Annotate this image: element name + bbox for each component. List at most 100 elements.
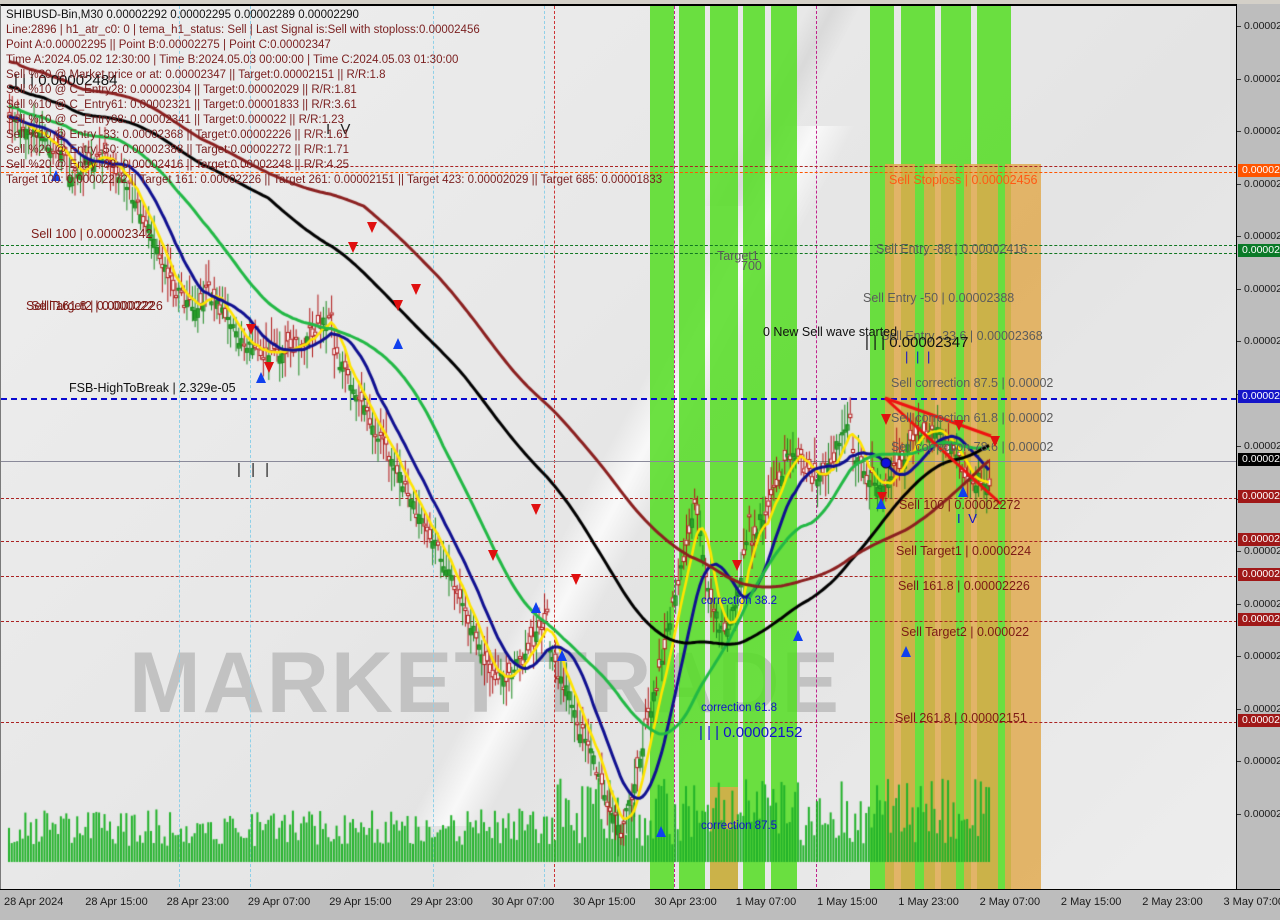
- symbol-info-readout: SHIBUSD-Bin,M30 0.00002292 0.00002295 0.…: [6, 8, 1206, 188]
- price-marker: 0.000022: [1238, 613, 1280, 626]
- price-tick: 0.00002450: [1237, 178, 1280, 191]
- price-marker: 0.00002416: [1238, 244, 1280, 257]
- label-price-tag-2152: | | | 0.00002152: [699, 724, 803, 741]
- label-sell-target2-left: Sell Target2 | 0.000022: [26, 299, 155, 313]
- readout-line-6: Sell %10 @ C_Entry28: 0.00002304 || Targ…: [6, 84, 357, 96]
- time-tick: 28 Apr 2024: [4, 896, 64, 908]
- label-sell-target2: Sell Target2 | 0.000022: [901, 625, 1030, 639]
- label-sell-2618: Sell 261.8 | 0.00002151: [895, 711, 1027, 725]
- buy-arrow-icon: [901, 646, 911, 657]
- price-tick: 0.00002510: [1237, 73, 1280, 86]
- price-tick: 0.00002360: [1237, 335, 1280, 348]
- buy-arrow-icon: [51, 170, 61, 181]
- time-tick: 2 May 23:00: [1142, 896, 1203, 908]
- time-tick: 29 Apr 07:00: [247, 896, 311, 908]
- sell-arrow-icon: [881, 414, 891, 425]
- readout-line-5: Sell %20 @ Market price or at: 0.0000234…: [6, 69, 386, 81]
- label-price-tag-2347: | | | 0.00002347: [865, 334, 969, 351]
- time-tick: 28 Apr 15:00: [85, 896, 148, 908]
- chart-plot-area[interactable]: MARKET TRADE: [0, 4, 1237, 892]
- label-sell-stoploss: Sell Stoploss | 0.00002456: [889, 173, 1038, 187]
- readout-line-1: SHIBUSD-Bin,M30 0.00002292 0.00002295 0.…: [6, 9, 359, 21]
- price-tick: 0.00002390: [1237, 283, 1280, 296]
- label-new-sell-wave: 0 New Sell wave started: [763, 325, 898, 339]
- sell-arrow-icon: [954, 420, 964, 431]
- buy-arrow-icon: [958, 486, 968, 497]
- wave-marker-iii-right: | | |: [905, 349, 933, 364]
- label-sell-entry-50: Sell Entry -50 | 0.00002388: [863, 291, 1015, 305]
- price-tick: 0.00002090: [1237, 808, 1280, 821]
- time-tick: 1 May 07:00: [735, 896, 797, 908]
- readout-line-2: Line:2896 | h1_atr_c0: 0 | tema_h1_statu…: [6, 24, 480, 36]
- readout-line-12: Target 100: 0.00002272 || Target 161: 0.…: [6, 174, 663, 186]
- label-sell-100: Sell 100 | 0.00002272: [899, 498, 1021, 512]
- buy-arrow-icon: [256, 372, 266, 383]
- readout-line-11: Sell %20 @ Entry -88: 0.00002416 || Targ…: [6, 159, 350, 171]
- label-target-700: 700: [741, 259, 762, 273]
- label-fsb-hightobreak: FSB-HighToBreak | 2.329e-05: [69, 381, 236, 395]
- time-axis[interactable]: 28 Apr 2024 28 Apr 15:00 28 Apr 23:00 29 Ap…: [0, 889, 1280, 920]
- readout-line-8: Sell %10 @ C_Entry88: 0.00002341 || Targ…: [6, 114, 344, 126]
- label-sell-correction-875: Sell correction 87.5 | 0.00002: [891, 376, 1054, 390]
- time-tick: 29 Apr 15:00: [329, 896, 392, 908]
- label-sell-1618: Sell 161.8 | 0.00002226: [898, 579, 1030, 593]
- time-tick: 29 Apr 23:00: [410, 896, 473, 908]
- sell-arrow-icon: [488, 550, 498, 561]
- wave-marker-iv-top: I V: [326, 121, 354, 138]
- time-tick: 30 Apr 07:00: [491, 896, 555, 908]
- price-tick: 0.00002210: [1237, 598, 1280, 611]
- price-tick: 0.00002420: [1237, 230, 1280, 243]
- price-marker: 0.00002272: [1238, 490, 1280, 503]
- price-axis[interactable]: 0.00002540 0.00002510 0.00002480 0.00002450…: [1236, 4, 1280, 890]
- wave-marker-iii-mid: | | |: [237, 461, 273, 478]
- sell-arrow-icon: [571, 574, 581, 585]
- sell-arrow-icon: [531, 504, 541, 515]
- sell-arrow-icon: [990, 436, 1000, 447]
- sell-arrow-icon: [348, 242, 358, 253]
- sell-arrow-icon: [367, 222, 377, 233]
- label-correction-875: correction 87.5: [701, 820, 778, 832]
- price-tick: 0.00002540: [1237, 20, 1280, 33]
- time-tick: 2 May 15:00: [1060, 896, 1122, 908]
- time-tick: 30 Apr 23:00: [654, 896, 717, 908]
- buy-arrow-icon: [656, 826, 666, 837]
- time-tick: 1 May 23:00: [898, 896, 959, 908]
- buy-arrow-icon: [557, 650, 567, 661]
- price-marker: 0.00002290: [1238, 453, 1280, 466]
- label-overlay-left-price: | | | 0.00002484: [14, 72, 118, 89]
- price-marker: 0.0000224: [1238, 533, 1280, 546]
- sell-arrow-icon: [393, 300, 403, 311]
- time-tick: 28 Apr 23:00: [166, 896, 229, 908]
- label-sell-entry-336: Sell Entry -33.6 | 0.00002368: [881, 329, 1043, 343]
- buy-arrow-icon: [531, 602, 541, 613]
- readout-line-9: Sell %10 @ Entry -33: 0.00002368 || Targ…: [6, 129, 350, 141]
- sell-arrow-icon: [264, 362, 274, 373]
- label-sell-100-left: Sell 100 | 0.00002342: [31, 227, 153, 241]
- time-tick: 3 May 07:00: [1223, 896, 1280, 908]
- wave-marker-iv-right: I V: [957, 511, 979, 526]
- label-sell-correction-786: Sell correction 78.6 | 0.00002: [891, 440, 1054, 454]
- sell-arrow-icon: [877, 492, 887, 503]
- price-marker: 0.00002329: [1238, 390, 1280, 403]
- readout-line-4: Time A:2024.05.02 12:30:00 | Time B:2024…: [6, 54, 459, 66]
- price-tick: 0.00002120: [1237, 755, 1280, 768]
- price-marker: 0.00002151: [1238, 714, 1280, 727]
- label-sell-1618-left: Sell 161.8 | 0.00002226: [31, 299, 163, 313]
- time-tick: 30 Apr 15:00: [573, 896, 636, 908]
- price-tick: 0.00002150: [1237, 703, 1280, 716]
- label-target1: Target1: [717, 249, 759, 263]
- time-tick: 2 May 07:00: [979, 896, 1041, 908]
- label-sell-target1: Sell Target1 | 0.0000224: [896, 544, 1032, 558]
- price-marker: 0.00002456: [1238, 164, 1280, 177]
- buy-arrow-icon: [876, 498, 886, 509]
- readout-line-10: Sell %20 @ Entry -50: 0.00002388 || Targ…: [6, 144, 350, 156]
- buy-arrow-icon: [393, 338, 403, 349]
- sell-arrow-icon: [246, 324, 256, 335]
- sell-arrow-icon: [732, 560, 742, 571]
- price-marker: 0.00002226: [1238, 568, 1280, 581]
- readout-line-7: Sell %10 @ C_Entry61: 0.00002321 || Targ…: [6, 99, 357, 111]
- buy-arrow-icon: [793, 630, 803, 641]
- price-tick: 0.00002480: [1237, 125, 1280, 138]
- price-tick: 0.00002180: [1237, 650, 1280, 663]
